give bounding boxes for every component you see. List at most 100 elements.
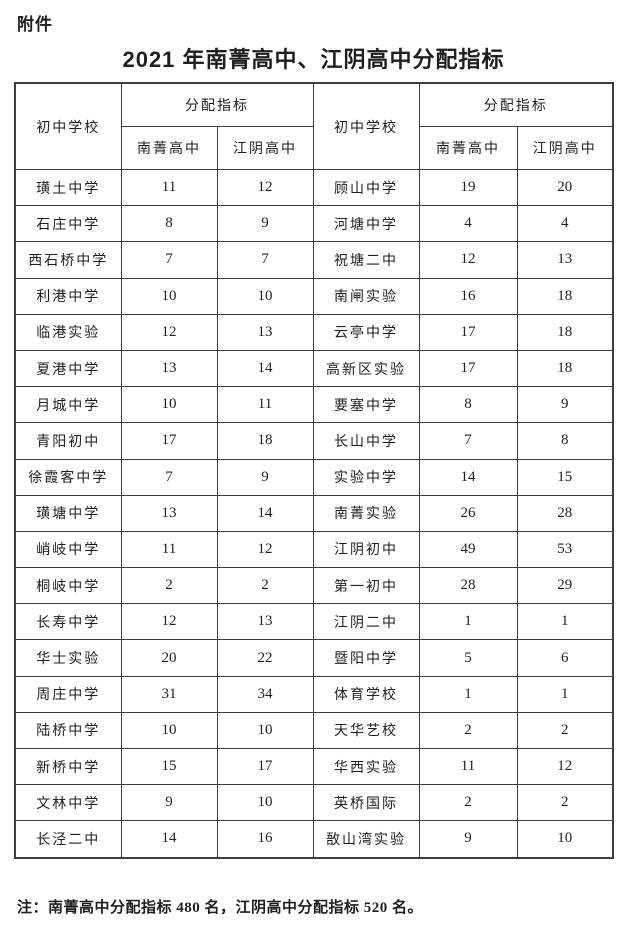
right-jiangyin-quota-cell: 15 [516, 458, 614, 496]
right-jiangyin-quota-cell: 28 [516, 494, 614, 532]
header-row-2: 南菁高中 江阴高中 南菁高中 江阴高中 [15, 126, 614, 170]
left-nanjing-quota-cell: 17 [120, 422, 218, 460]
left-jiangyin-quota-cell: 10 [216, 784, 314, 822]
left-jiangyin-quota-cell: 17 [216, 747, 314, 786]
header-row-1: 初中学校 分配指标 初中学校 分配指标 [14, 82, 614, 170]
left-school-cell: 华士实验 [14, 639, 122, 677]
right-nanjing-quota-cell: 17 [418, 349, 518, 388]
right-nanjing-quota-cell: 2 [418, 784, 518, 822]
table-row: 璜土中学 11 12 顾山中学 19 20 [14, 168, 614, 207]
left-nanjing-quota-cell: 12 [120, 603, 218, 641]
right-school-cell: 要塞中学 [312, 386, 420, 424]
table-row: 华士实验 20 22 暨阳中学 5 6 [14, 639, 614, 677]
left-school-cell: 西石桥中学 [14, 241, 122, 279]
right-school-cell: 敔山湾实验 [312, 820, 420, 859]
table-row: 长泾二中 14 16 敔山湾实验 9 10 [14, 820, 614, 859]
right-jiangyin-quota-cell: 6 [516, 639, 614, 677]
table-row: 临港实验 12 13 云亭中学 17 18 [14, 313, 614, 351]
right-nanjing-quota-cell: 7 [418, 422, 518, 460]
table-row: 陆桥中学 10 10 天华艺校 2 2 [14, 711, 614, 750]
right-jiangyin-quota-cell: 18 [516, 313, 614, 351]
left-nanjing-quota-cell: 11 [120, 530, 218, 569]
right-school-cell: 实验中学 [312, 458, 420, 496]
left-jiangyin-quota-cell: 10 [216, 277, 314, 315]
left-school-cell: 利港中学 [14, 277, 122, 315]
left-nanjing-quota-cell: 15 [120, 747, 218, 786]
left-jiangyin-quota-cell: 9 [216, 458, 314, 496]
right-jiangyin-quota-cell: 18 [516, 349, 614, 388]
left-nanjing-quota-cell: 11 [120, 168, 218, 207]
right-jiangyin-quota-cell: 2 [516, 784, 614, 822]
left-school-cell: 峭岐中学 [14, 530, 122, 569]
table-row: 利港中学 10 10 南闸实验 16 18 [14, 277, 614, 315]
left-jiangyin-quota-cell: 11 [216, 386, 314, 424]
nanjing-subheader-right: 南菁高中 [418, 126, 518, 170]
right-jiangyin-quota-cell: 29 [516, 567, 614, 605]
right-nanjing-quota-cell: 17 [418, 313, 518, 351]
left-nanjing-quota-cell: 7 [120, 241, 218, 279]
left-jiangyin-quota-cell: 16 [216, 820, 314, 859]
left-jiangyin-quota-cell: 13 [216, 313, 314, 351]
left-school-cell: 璜土中学 [14, 168, 122, 207]
left-jiangyin-quota-cell: 22 [216, 639, 314, 677]
left-nanjing-quota-cell: 14 [120, 820, 218, 859]
right-nanjing-quota-cell: 11 [418, 747, 518, 786]
left-jiangyin-quota-cell: 9 [216, 205, 314, 243]
left-nanjing-quota-cell: 2 [120, 567, 218, 605]
table-row: 月城中学 10 11 要塞中学 8 9 [14, 386, 614, 424]
quota-group-header-left: 分配指标 [120, 82, 314, 127]
table-row: 青阳初中 17 18 长山中学 7 8 [14, 422, 614, 460]
table-row: 夏港中学 13 14 高新区实验 17 18 [14, 349, 614, 388]
left-nanjing-quota-cell: 31 [120, 675, 218, 713]
left-nanjing-quota-cell: 8 [120, 205, 218, 243]
school-column-header-right: 初中学校 [312, 82, 420, 170]
right-jiangyin-quota-cell: 2 [516, 711, 614, 750]
right-jiangyin-quota-cell: 8 [516, 422, 614, 460]
left-nanjing-quota-cell: 9 [120, 784, 218, 822]
left-nanjing-quota-cell: 12 [120, 313, 218, 351]
table-row: 周庄中学 31 34 体育学校 1 1 [14, 675, 614, 713]
left-school-cell: 月城中学 [14, 386, 122, 424]
right-school-cell: 华西实验 [312, 747, 420, 786]
left-jiangyin-quota-cell: 14 [216, 349, 314, 388]
left-jiangyin-quota-cell: 12 [216, 168, 314, 207]
left-school-cell: 夏港中学 [14, 349, 122, 388]
quota-table: 初中学校 分配指标 初中学校 分配指标 南菁高中 江阴高中 南菁高中 江阴高中 … [14, 82, 614, 859]
left-school-cell: 石庄中学 [14, 205, 122, 243]
left-jiangyin-quota-cell: 13 [216, 603, 314, 641]
left-nanjing-quota-cell: 13 [120, 349, 218, 388]
right-nanjing-quota-cell: 1 [418, 675, 518, 713]
right-nanjing-quota-cell: 16 [418, 277, 518, 315]
right-nanjing-quota-cell: 28 [418, 567, 518, 605]
right-jiangyin-quota-cell: 4 [516, 205, 614, 243]
table-row: 新桥中学 15 17 华西实验 11 12 [14, 747, 614, 786]
table-header: 初中学校 分配指标 初中学校 分配指标 南菁高中 江阴高中 南菁高中 江阴高中 [14, 82, 614, 170]
right-nanjing-quota-cell: 8 [418, 386, 518, 424]
right-nanjing-quota-cell: 14 [418, 458, 518, 496]
right-nanjing-quota-cell: 9 [418, 820, 518, 859]
left-jiangyin-quota-cell: 12 [216, 530, 314, 569]
right-jiangyin-quota-cell: 9 [516, 386, 614, 424]
right-jiangyin-quota-cell: 1 [516, 603, 614, 641]
right-school-cell: 南闸实验 [312, 277, 420, 315]
left-nanjing-quota-cell: 7 [120, 458, 218, 496]
left-jiangyin-quota-cell: 18 [216, 422, 314, 460]
table-row: 峭岐中学 11 12 江阴初中 49 53 [14, 530, 614, 569]
right-school-cell: 天华艺校 [312, 711, 420, 750]
left-school-cell: 新桥中学 [14, 747, 122, 786]
right-jiangyin-quota-cell: 20 [516, 168, 614, 207]
table-row: 石庄中学 8 9 河塘中学 4 4 [14, 205, 614, 243]
right-school-cell: 暨阳中学 [312, 639, 420, 677]
right-school-cell: 云亭中学 [312, 313, 420, 351]
left-school-cell: 陆桥中学 [14, 711, 122, 750]
school-column-header-left: 初中学校 [14, 82, 122, 170]
right-jiangyin-quota-cell: 53 [516, 530, 614, 569]
left-jiangyin-quota-cell: 2 [216, 567, 314, 605]
right-school-cell: 河塘中学 [312, 205, 420, 243]
right-school-cell: 第一初中 [312, 567, 420, 605]
right-school-cell: 顾山中学 [312, 168, 420, 207]
footnote: 注：南菁高中分配指标 480 名，江阴高中分配指标 520 名。 [17, 900, 424, 916]
right-nanjing-quota-cell: 26 [418, 494, 518, 532]
right-jiangyin-quota-cell: 1 [516, 675, 614, 713]
